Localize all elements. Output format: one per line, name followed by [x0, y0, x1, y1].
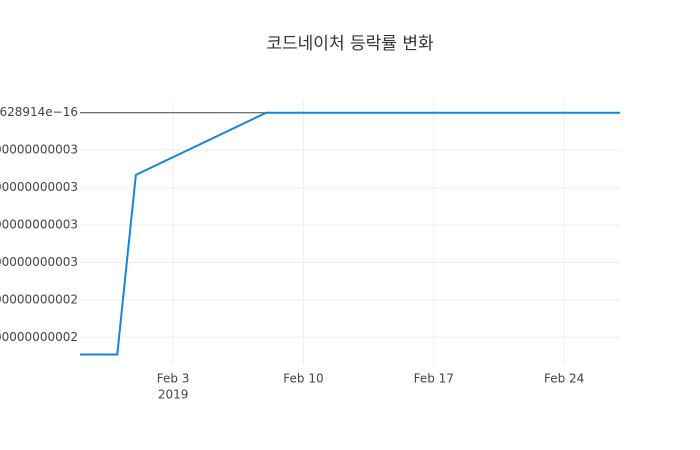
y-tick-label: 000000000002	[0, 330, 78, 344]
y-tick-label: 000000000002	[0, 292, 78, 306]
x-year-label: 2019	[158, 388, 189, 402]
chart-title: 코드네이처 등락률 변화	[266, 34, 434, 54]
y-tick-label: 5628914e−16	[0, 105, 78, 119]
x-tick-label: Feb 10	[283, 372, 323, 386]
y-tick-label: 000000000003	[0, 255, 78, 269]
line	[80, 111, 620, 356]
x-tick-label: Feb 3	[157, 372, 190, 386]
x-tick-label: Feb 24	[544, 372, 584, 386]
y-tick-label: 000000000003	[0, 218, 78, 232]
y-tick-label: 000000000003	[0, 143, 78, 157]
y-tick-label: 000000000003	[0, 180, 78, 194]
x-tick-label: Feb 17	[414, 372, 454, 386]
